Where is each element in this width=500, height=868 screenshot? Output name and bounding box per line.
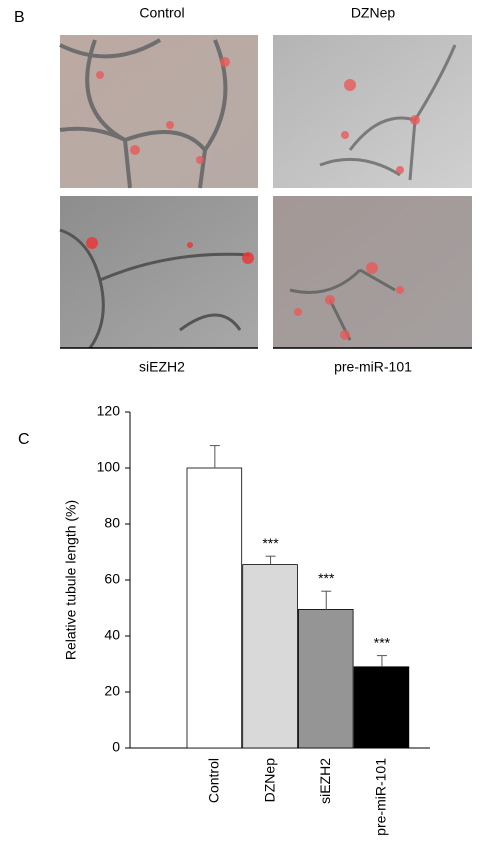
bar xyxy=(297,609,354,749)
bar xyxy=(242,564,298,749)
bar xyxy=(186,467,243,749)
micrograph xyxy=(59,35,258,189)
y-axis-label: Relative tubule length (%) xyxy=(63,500,79,660)
image-label: DZNep xyxy=(351,5,396,21)
y-tick-label: 0 xyxy=(112,739,120,755)
bar xyxy=(353,666,410,749)
y-tick-label: 20 xyxy=(104,683,120,699)
panel-label: B xyxy=(14,9,25,26)
y-tick-label: 120 xyxy=(97,403,121,419)
micrograph xyxy=(273,196,472,348)
x-tick-label: pre-miR-101 xyxy=(373,758,389,836)
image-label: Control xyxy=(139,5,184,21)
micrograph xyxy=(273,35,472,188)
y-tick-label: 60 xyxy=(104,571,120,587)
significance-label: *** xyxy=(374,634,391,650)
image-label: siEZH2 xyxy=(139,359,185,375)
significance-label: *** xyxy=(262,535,279,551)
micrograph xyxy=(59,196,258,349)
y-tick-label: 40 xyxy=(104,627,120,643)
panel-label: C xyxy=(18,431,30,448)
x-tick-label: siEZH2 xyxy=(317,758,333,804)
x-tick-label: DZNep xyxy=(261,758,277,803)
x-tick-label: Control xyxy=(206,758,222,803)
y-tick-label: 100 xyxy=(97,459,121,475)
image-label: pre-miR-101 xyxy=(334,359,412,375)
y-tick-label: 80 xyxy=(104,515,120,531)
significance-label: *** xyxy=(318,570,335,586)
